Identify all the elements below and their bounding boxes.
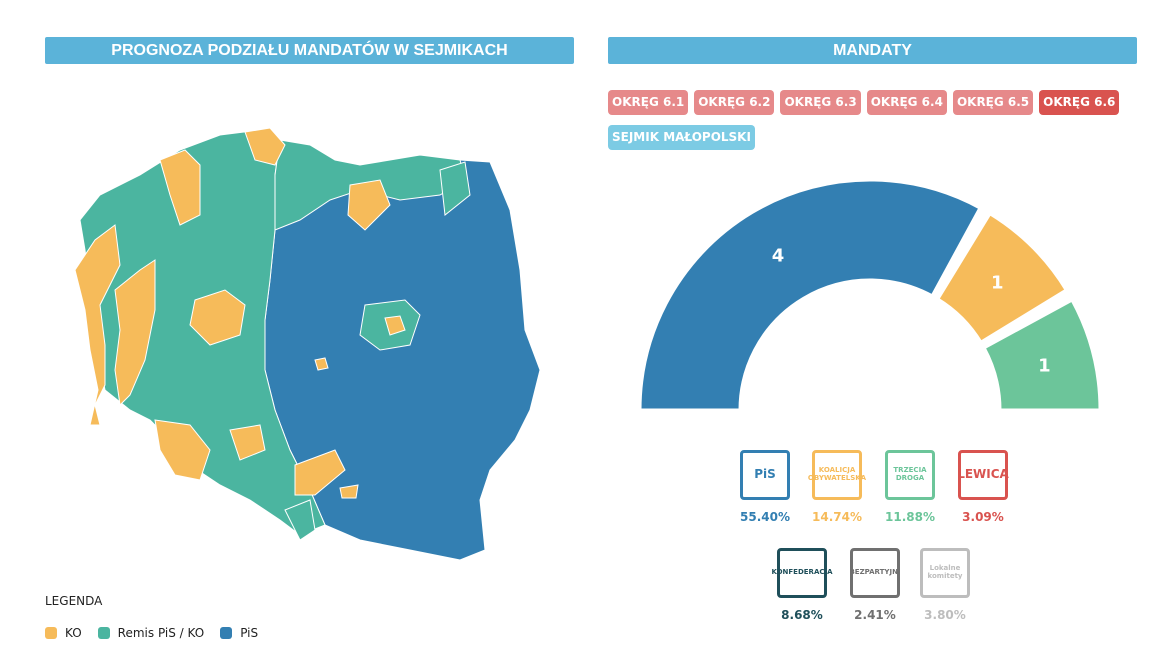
lokalne-komitety-percentage: 3.80% — [924, 608, 966, 622]
bezpartyjni-logo: BEZPARTYJNI — [849, 548, 901, 598]
seat-chart-svg: 4 1 1 — [638, 178, 1102, 412]
lewica-logo-text: LEWICA — [957, 467, 1009, 482]
ko-percentage: 14.74% — [812, 510, 862, 524]
seat-chart: 4 1 1 — [620, 178, 1120, 430]
party-lewica[interactable]: LEWICA 3.09% — [957, 450, 1009, 524]
party-konfederacja[interactable]: KONFEDERACJA 8.68% — [771, 548, 833, 622]
pis-logo-text: PiS — [754, 467, 776, 482]
tab-okreg-6-6[interactable]: OKRĘG 6.6 — [1039, 90, 1120, 115]
party-lokalne-komitety[interactable]: Lokalne komitety 3.80% — [920, 548, 970, 622]
konfederacja-logo: KONFEDERACJA — [771, 548, 833, 598]
pis-logo: PiS — [740, 450, 790, 500]
konfederacja-logo-text: KONFEDERACJA — [771, 568, 833, 577]
legend-label-pis: PiS — [240, 626, 259, 640]
ko-logo: KOALICJA OBYWATELSKA — [808, 450, 866, 500]
tab-okreg-6-1[interactable]: OKRĘG 6.1 — [608, 90, 689, 115]
legend-label-remis: Remis PiS / KO — [117, 626, 205, 640]
lewica-logo: LEWICA — [957, 450, 1009, 500]
seat-count-ko: 1 — [991, 273, 1004, 294]
lokalne-komitety-logo: Lokalne komitety — [920, 548, 970, 598]
ko-logo-text: KOALICJA OBYWATELSKA — [807, 466, 867, 482]
tab-okreg-6-4[interactable]: OKRĘG 6.4 — [866, 90, 947, 115]
tab-okreg-6-3[interactable]: OKRĘG 6.3 — [780, 90, 861, 115]
legend-title: LEGENDA — [45, 594, 103, 608]
trzecia-droga-logo: TRZECIA DROGA — [885, 450, 935, 500]
party-pis[interactable]: PiS 55.40% — [740, 450, 790, 524]
legend-swatch-remis — [97, 627, 110, 639]
pis-percentage: 55.40% — [740, 510, 790, 524]
legend-swatch-pis — [220, 627, 233, 639]
legend-item-pis: PiS — [220, 626, 258, 640]
poland-map[interactable] — [60, 120, 560, 570]
trzecia-droga-logo-text: TRZECIA DROGA — [893, 466, 927, 482]
tab-sejmik-malopolski[interactable]: SEJMIK MAŁOPOLSKI — [608, 125, 755, 150]
seat-segment-ko — [936, 212, 1068, 344]
seat-count-trzecia-droga: 1 — [1038, 356, 1051, 377]
lokalne-komitety-logo-text: Lokalne komitety — [927, 564, 963, 580]
seat-segment-pis — [638, 178, 982, 412]
tab-okreg-6-2[interactable]: OKRĘG 6.2 — [694, 90, 775, 115]
legend-label-ko: KO — [65, 626, 82, 640]
tab-okreg-6-5[interactable]: OKRĘG 6.5 — [952, 90, 1034, 115]
legend-swatch-ko — [45, 627, 57, 639]
seat-segment-trzecia-droga — [982, 298, 1102, 412]
map-panel-title: PROGNOZA PODZIAŁU MANDATÓW W SEJMIKACH — [45, 37, 574, 64]
legend-item-ko: KO — [45, 626, 82, 640]
konfederacja-percentage: 8.68% — [781, 608, 823, 622]
trzecia-droga-percentage: 11.88% — [885, 510, 935, 524]
poland-map-svg[interactable] — [60, 120, 560, 570]
mandates-panel-title: MANDATY — [608, 37, 1137, 64]
party-trzecia-droga[interactable]: TRZECIA DROGA 11.88% — [885, 450, 935, 524]
district-tabs: OKRĘG 6.1 OKRĘG 6.2 OKRĘG 6.3 OKRĘG 6.4 OKRĘ… — [608, 90, 1137, 160]
party-ko[interactable]: KOALICJA OBYWATELSKA 14.74% — [808, 450, 866, 524]
bezpartyjni-logo-text: BEZPARTYJNI — [849, 568, 901, 577]
legend-item-remis: Remis PiS / KO — [97, 626, 205, 640]
party-bezpartyjni[interactable]: BEZPARTYJNI 2.41% — [849, 548, 901, 622]
seat-count-pis: 4 — [772, 245, 785, 266]
bezpartyjni-percentage: 2.41% — [854, 608, 896, 622]
lewica-percentage: 3.09% — [962, 510, 1004, 524]
legend: KO Remis PiS / KO PiS — [45, 626, 274, 640]
